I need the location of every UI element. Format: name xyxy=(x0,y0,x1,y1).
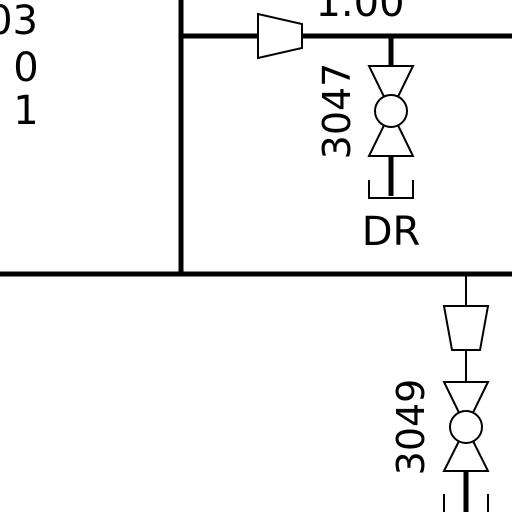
left-tag-line-3: 1 xyxy=(13,88,38,134)
reducer-symbol-3049 xyxy=(442,305,490,351)
valve-tag-3049: 3049 xyxy=(389,379,433,476)
drain-label: DR xyxy=(362,209,421,255)
gate-valve-3047[interactable] xyxy=(367,65,415,157)
reducer-symbol-top xyxy=(257,12,303,60)
valve-tag-3047: 3047 xyxy=(315,63,359,160)
drain-cap-symbol xyxy=(368,180,414,199)
left-tag-line-1: 03 xyxy=(0,0,38,44)
left-tag-line-2: 0 xyxy=(13,45,38,91)
gate-valve-3049[interactable] xyxy=(442,381,490,472)
top-value-label: 1.00 xyxy=(315,0,404,26)
